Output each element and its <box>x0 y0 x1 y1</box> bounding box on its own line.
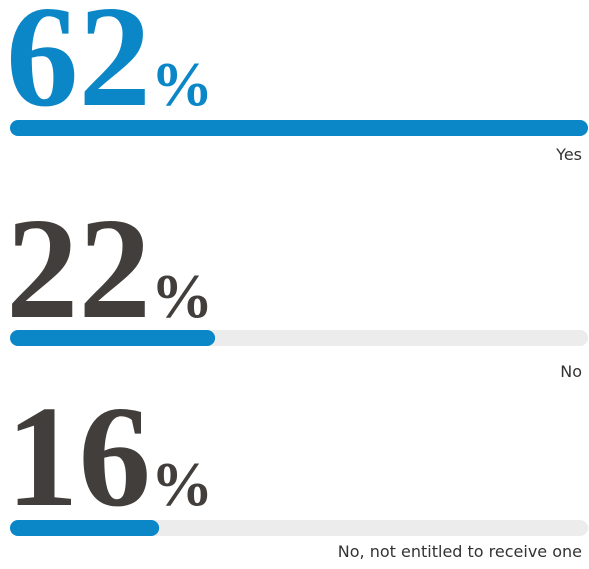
category-label: No, not entitled to receive one <box>338 542 582 561</box>
bar <box>10 330 216 346</box>
bar <box>10 520 160 536</box>
bar <box>10 120 588 136</box>
value-label: 16% <box>6 377 213 537</box>
value-label: 62% <box>6 0 213 137</box>
value-label: 22% <box>6 189 213 349</box>
category-label: Yes <box>555 145 582 164</box>
category-label: No <box>560 362 582 381</box>
